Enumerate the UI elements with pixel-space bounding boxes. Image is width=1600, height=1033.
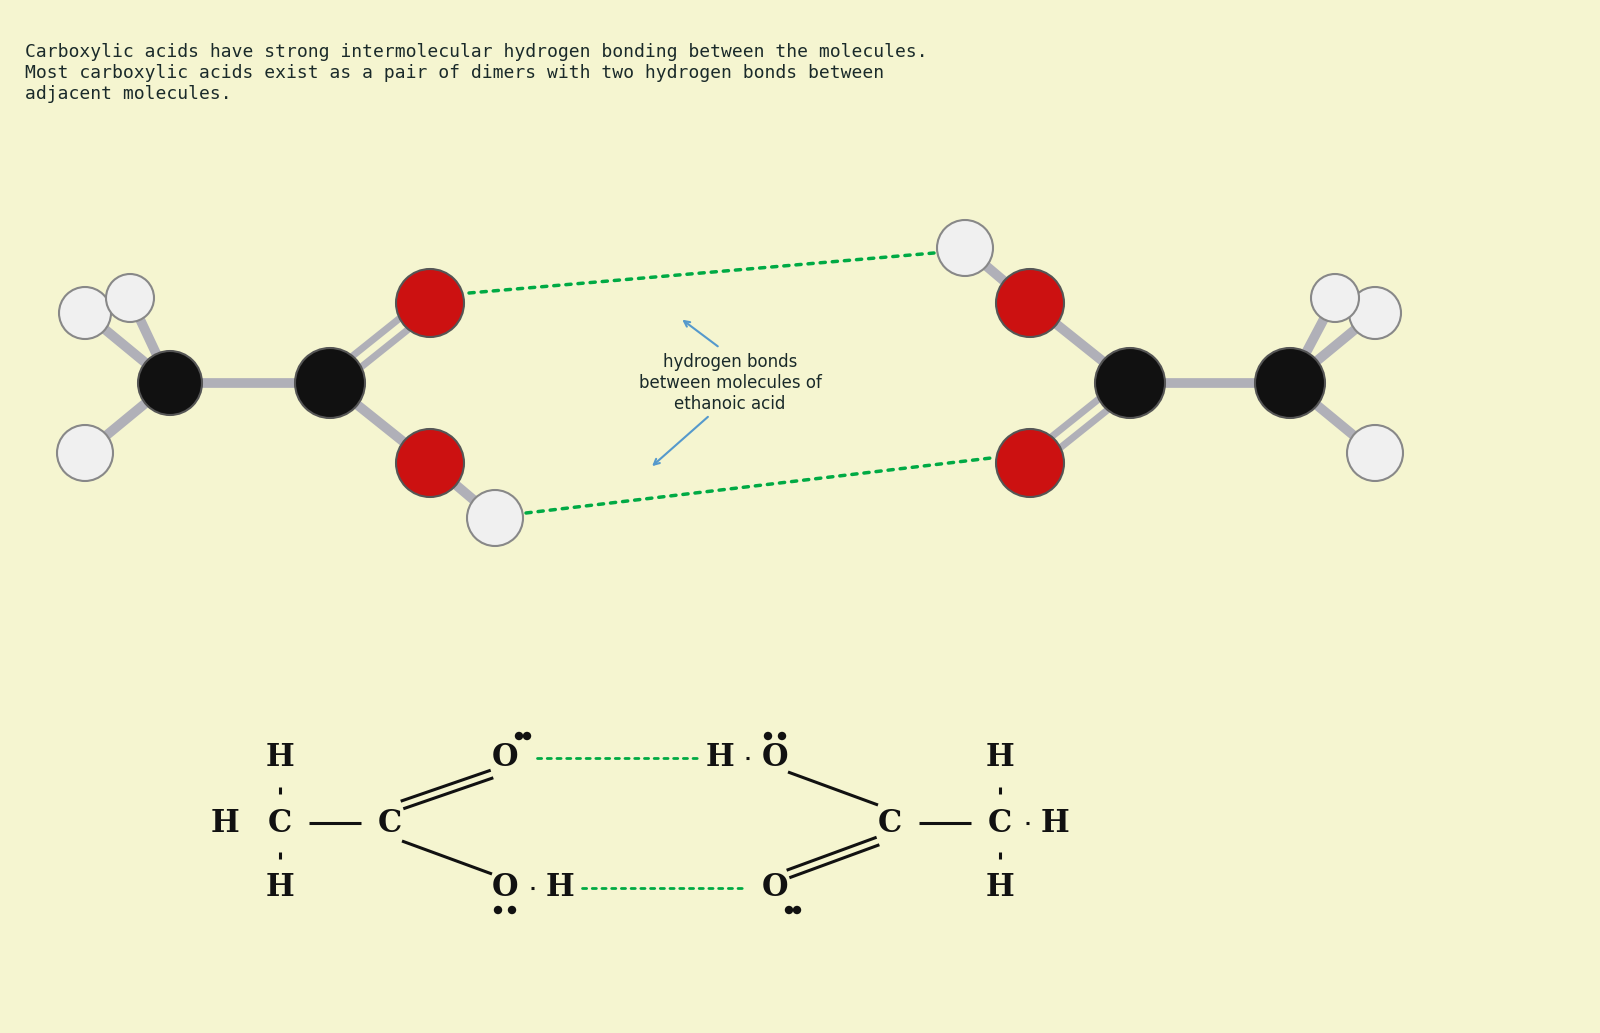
Circle shape: [59, 287, 110, 339]
Text: H: H: [266, 873, 294, 904]
Text: H: H: [211, 808, 240, 839]
Circle shape: [509, 907, 515, 913]
Text: C: C: [878, 808, 902, 839]
Text: H: H: [1040, 808, 1069, 839]
Text: C: C: [378, 808, 402, 839]
Text: Carboxylic acids have strong intermolecular hydrogen bonding between the molecul: Carboxylic acids have strong intermolecu…: [26, 43, 928, 102]
Circle shape: [1310, 274, 1358, 322]
Circle shape: [138, 351, 202, 415]
Circle shape: [58, 425, 114, 481]
Circle shape: [1094, 348, 1165, 418]
Circle shape: [397, 269, 464, 337]
Text: O: O: [491, 743, 518, 774]
Text: hydrogen bonds
between molecules of
ethanoic acid: hydrogen bonds between molecules of etha…: [638, 353, 821, 413]
Text: H: H: [986, 743, 1014, 774]
Text: H: H: [546, 873, 574, 904]
Text: C: C: [267, 808, 293, 839]
Circle shape: [1347, 425, 1403, 481]
Circle shape: [786, 907, 792, 913]
Circle shape: [294, 348, 365, 418]
Text: O: O: [762, 743, 789, 774]
Circle shape: [467, 490, 523, 546]
Text: H: H: [706, 743, 734, 774]
Circle shape: [1254, 348, 1325, 418]
Circle shape: [794, 907, 800, 913]
Circle shape: [523, 732, 531, 740]
Text: O: O: [491, 873, 518, 904]
Circle shape: [515, 732, 523, 740]
Text: O: O: [762, 873, 789, 904]
Circle shape: [779, 732, 786, 740]
Circle shape: [938, 220, 994, 276]
Circle shape: [106, 274, 154, 322]
Circle shape: [397, 429, 464, 497]
Text: H: H: [986, 873, 1014, 904]
Text: C: C: [987, 808, 1013, 839]
Circle shape: [494, 907, 501, 913]
Circle shape: [1349, 287, 1402, 339]
Circle shape: [995, 429, 1064, 497]
Text: H: H: [266, 743, 294, 774]
Circle shape: [995, 269, 1064, 337]
Circle shape: [765, 732, 771, 740]
